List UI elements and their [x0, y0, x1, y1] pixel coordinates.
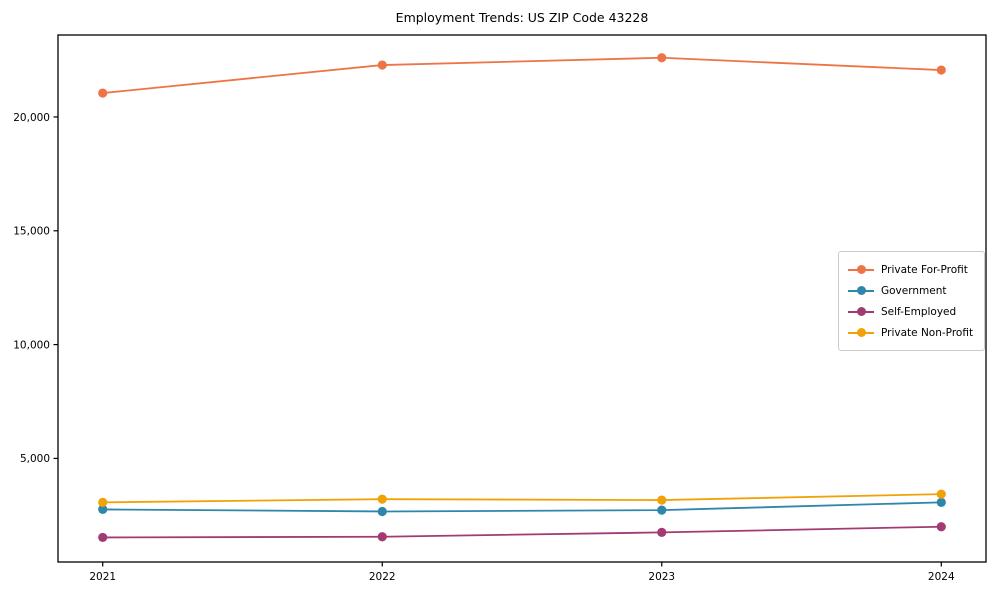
series-line-private-for-profit — [101, 56, 943, 94]
data-point-private-for-profit-2022 — [377, 60, 387, 70]
legend-marker-icon — [848, 307, 874, 316]
legend-label: Government — [881, 284, 947, 297]
data-point-self-employed-2024 — [936, 522, 946, 532]
data-point-government-2024 — [936, 497, 946, 507]
plot-border — [57, 34, 987, 563]
series-line-private-non-profit — [101, 493, 943, 504]
y-tick-label: 20,000 — [13, 112, 50, 124]
legend-marker-icon — [848, 328, 874, 337]
data-point-private-non-profit-2023 — [657, 495, 667, 505]
data-point-private-non-profit-2022 — [377, 494, 387, 504]
data-point-self-employed-2022 — [377, 532, 387, 542]
x-tick-label: 2022 — [369, 571, 396, 583]
data-point-private-non-profit-2021 — [98, 497, 108, 507]
legend-item-private-non-profit: Private Non-Profit — [848, 322, 975, 343]
data-point-government-2023 — [657, 505, 667, 515]
legend-label: Private Non-Profit — [881, 326, 974, 339]
legend-item-private-for-profit: Private For-Profit — [848, 259, 975, 280]
chart-title: Employment Trends: US ZIP Code 43228 — [395, 10, 649, 25]
data-point-government-2021 — [98, 504, 108, 515]
series-line-self-employed — [101, 525, 943, 539]
y-tick-label: 10,000 — [13, 339, 50, 351]
series-line-government — [101, 501, 943, 513]
data-point-private-for-profit-2021 — [98, 88, 108, 98]
legend-item-government: Government — [848, 280, 975, 301]
data-point-private-non-profit-2024 — [936, 489, 946, 499]
data-point-self-employed-2021 — [98, 532, 108, 543]
legend-label: Private For-Profit — [881, 263, 968, 276]
legend-marker-icon — [848, 265, 874, 274]
data-point-government-2022 — [377, 506, 387, 517]
y-tick-label: 15,000 — [13, 226, 50, 238]
legend-item-self-employed: Self-Employed — [848, 301, 975, 322]
x-tick-label: 2024 — [928, 571, 955, 583]
x-tick-label: 2023 — [648, 571, 675, 583]
legend-label: Self-Employed — [881, 305, 957, 318]
legend-marker-icon — [848, 286, 874, 295]
data-point-self-employed-2023 — [657, 527, 667, 538]
data-point-private-for-profit-2024 — [936, 65, 946, 75]
legend: Private For-Profit Government Self-Emplo… — [838, 251, 985, 351]
data-point-private-for-profit-2023 — [657, 53, 667, 63]
x-tick-label: 2021 — [89, 571, 116, 583]
y-tick-label: 5,000 — [20, 453, 50, 465]
